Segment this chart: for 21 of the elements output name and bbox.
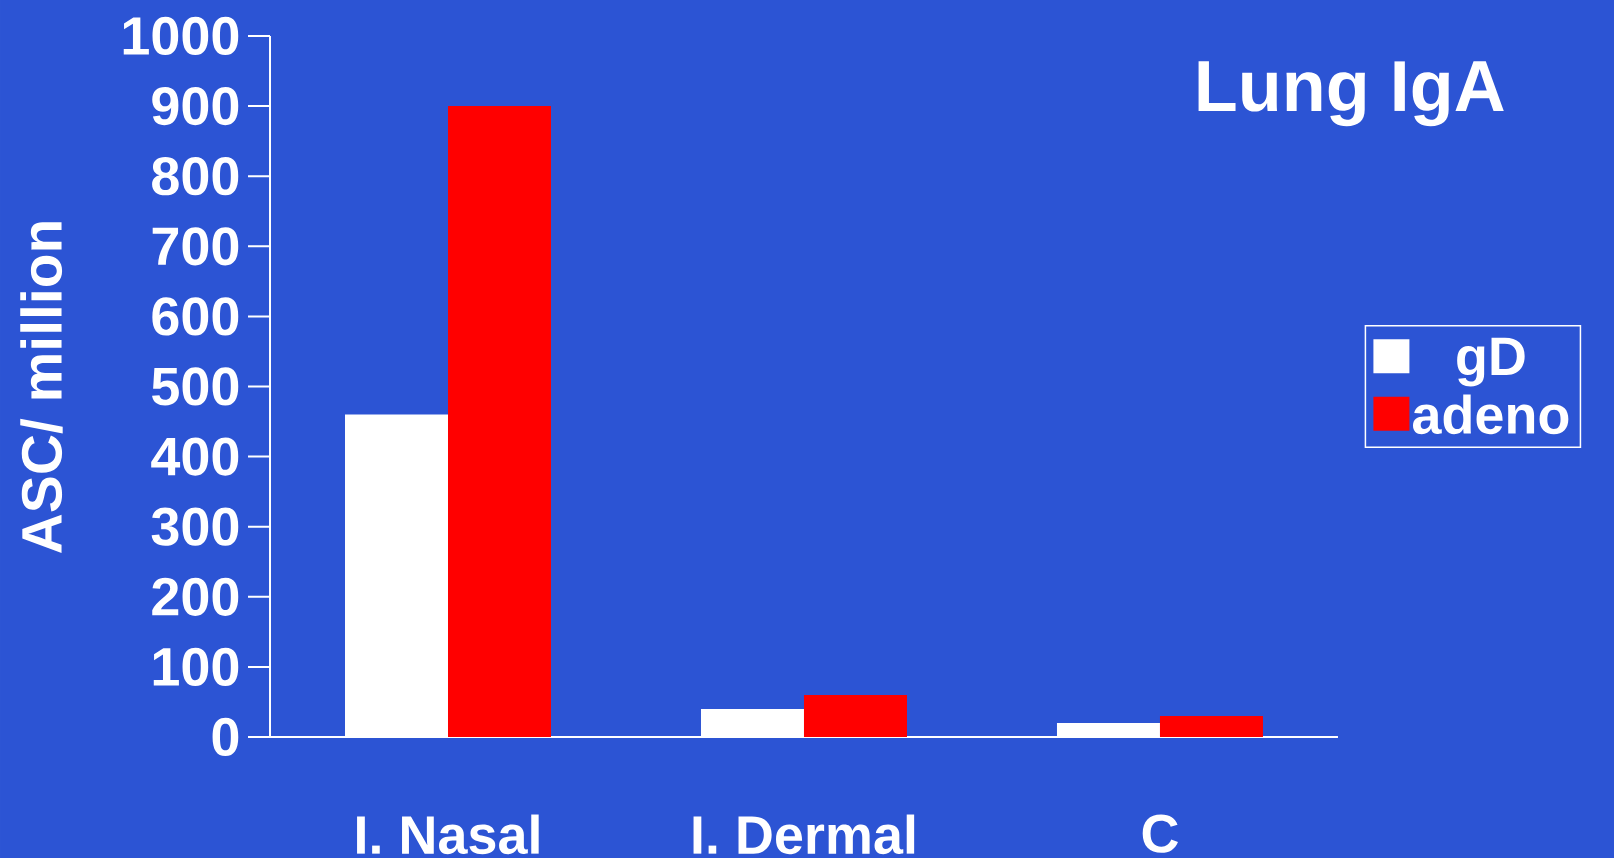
y-tick-label: 700 bbox=[152, 227, 239, 266]
y-tick-label: 900 bbox=[152, 86, 239, 126]
y-tick-label: 200 bbox=[152, 577, 239, 616]
legend-label: gD bbox=[1457, 337, 1525, 387]
y-tick-label: 600 bbox=[152, 297, 239, 336]
bar bbox=[448, 106, 551, 737]
x-tick-label: I. Dermal bbox=[693, 814, 915, 855]
bar bbox=[1159, 715, 1263, 737]
y-tick-label: 300 bbox=[151, 507, 239, 546]
x-tick-label: I. Nasal bbox=[357, 814, 539, 855]
bar bbox=[803, 694, 907, 737]
y-tick-label: 400 bbox=[151, 437, 239, 476]
y-tick-label: 800 bbox=[152, 157, 239, 196]
chart-title: Lung IgA bbox=[1198, 61, 1504, 127]
legend-label: adeno bbox=[1412, 394, 1569, 435]
y-axis-title: ASC/ million bbox=[20, 222, 63, 553]
y-tick-label: 1000 bbox=[123, 16, 239, 56]
y-tick-label: 100 bbox=[153, 647, 239, 687]
y-tick-label: 500 bbox=[152, 367, 239, 406]
y-tick-label: 0 bbox=[212, 717, 239, 757]
x-tick-label: C bbox=[1142, 814, 1178, 853]
